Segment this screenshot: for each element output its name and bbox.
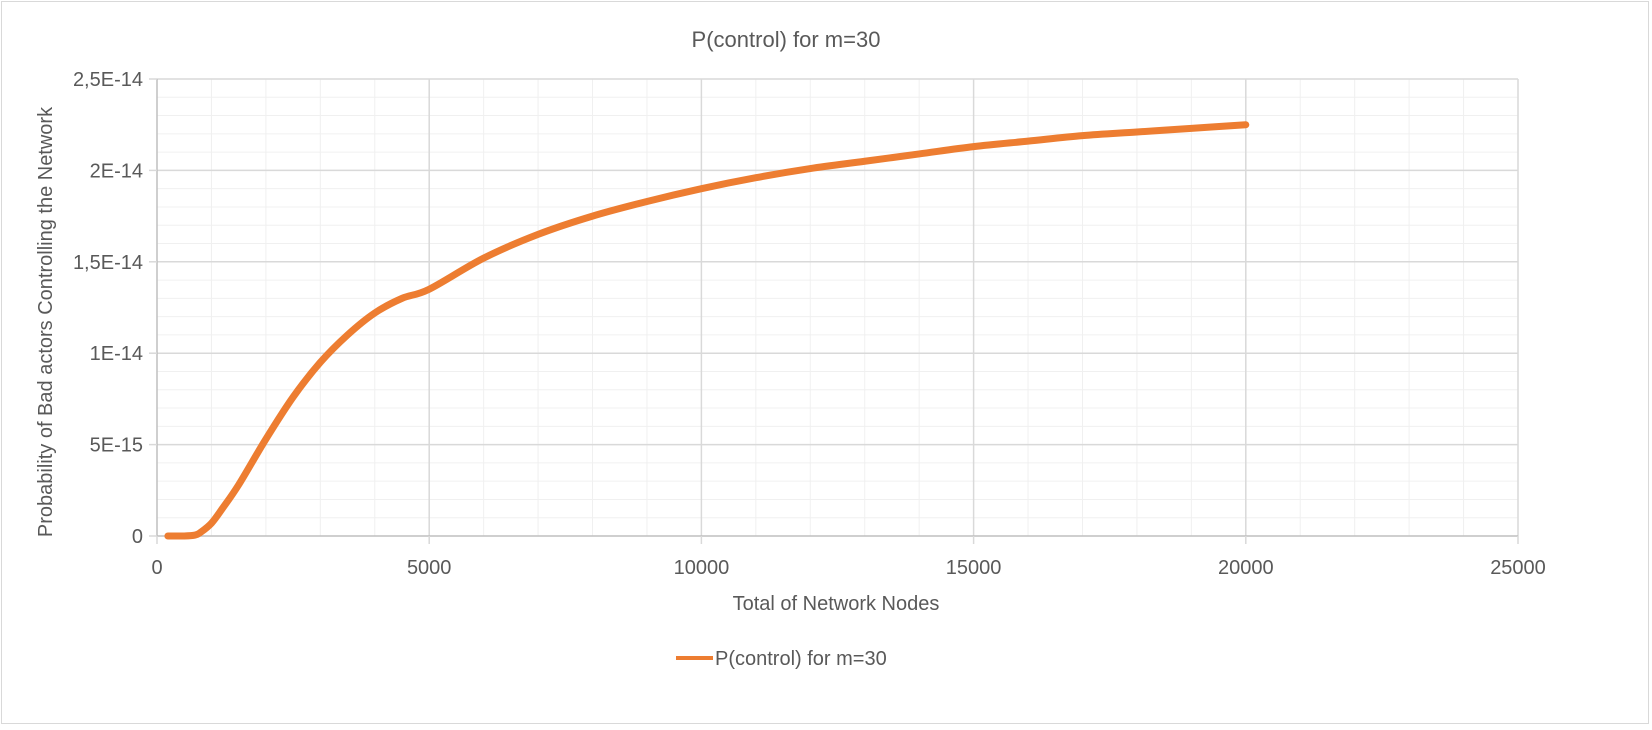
x-axis-ticks: 0 5000 10000 15000 20000 25000 [151, 536, 1546, 579]
x-axis-label: Total of Network Nodes [733, 593, 940, 615]
y-tick-label: 1,5E-14 [73, 252, 143, 274]
axes [156, 79, 1518, 537]
x-tick-label: 5000 [407, 557, 452, 579]
y-tick-label: 2E-14 [90, 160, 143, 182]
y-tick-label: 0 [132, 526, 143, 548]
y-axis-ticks: 0 5E-15 1E-14 1,5E-14 2E-14 2,5E-14 [73, 69, 157, 548]
series-line [164, 121, 1250, 540]
y-tick-label: 1E-14 [90, 343, 143, 365]
y-tick-label: 5E-15 [90, 435, 143, 457]
x-tick-label: 20000 [1218, 557, 1274, 579]
x-tick-label: 15000 [946, 557, 1002, 579]
legend: P(control) for m=30 [676, 648, 887, 670]
x-tick-label: 25000 [1490, 557, 1546, 579]
legend-label: P(control) for m=30 [715, 648, 887, 670]
y-tick-label: 2,5E-14 [73, 69, 143, 91]
major-gridlines [157, 78, 1519, 536]
x-tick-label: 10000 [674, 557, 730, 579]
chart-title: P(control) for m=30 [692, 27, 881, 52]
y-axis-label: Probability of Bad actors Controlling th… [35, 106, 57, 537]
minor-gridlines [157, 79, 1518, 536]
series-layer [164, 121, 1250, 540]
x-tick-label: 0 [151, 557, 162, 579]
